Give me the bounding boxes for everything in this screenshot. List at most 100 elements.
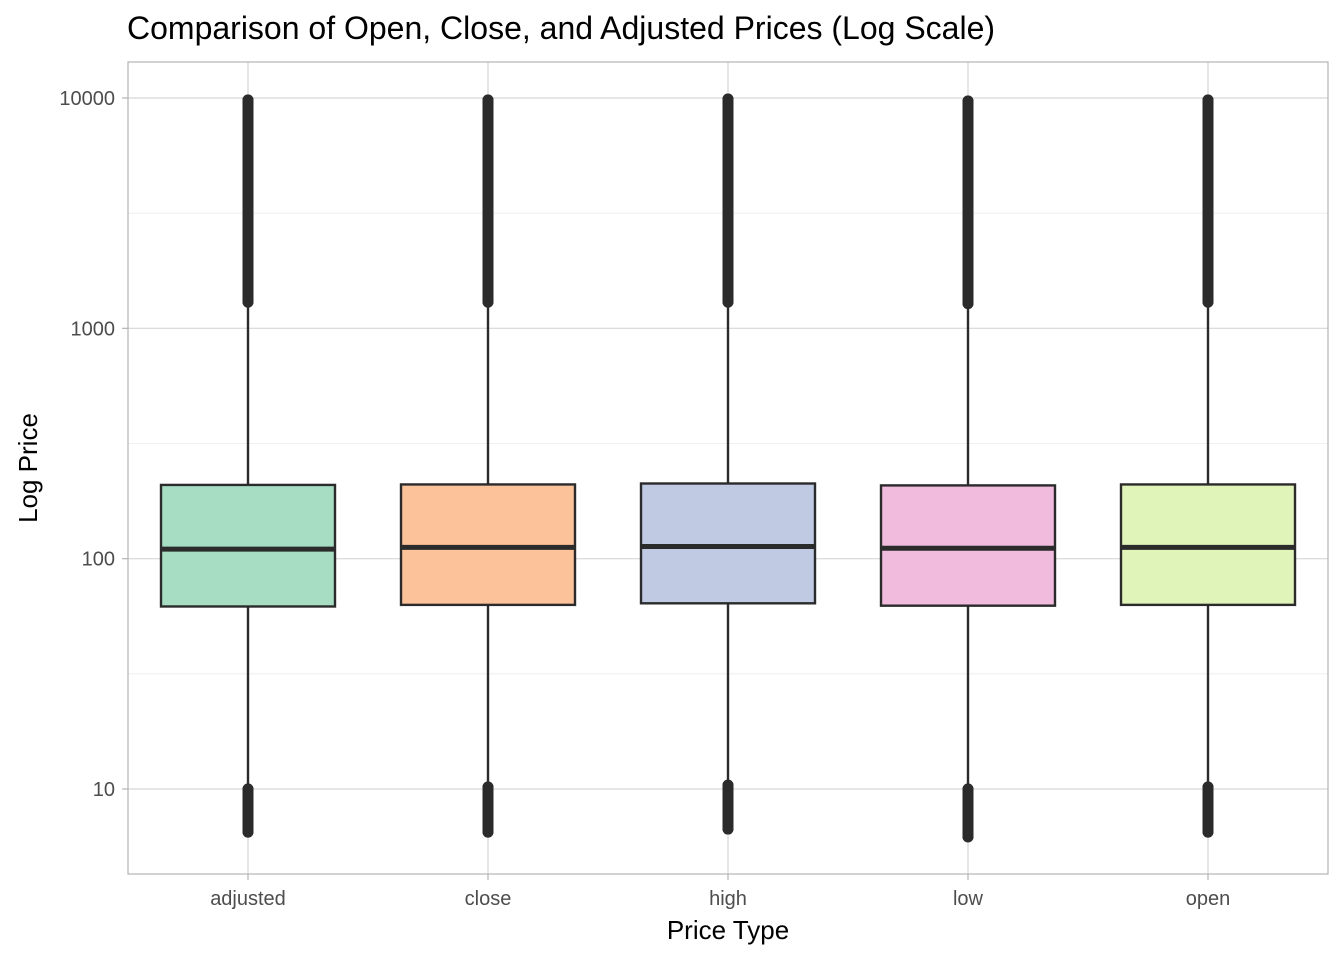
box-low	[879, 95, 1057, 843]
outlier-point-high	[722, 140, 734, 152]
outlier-point-high	[1202, 282, 1214, 294]
box-body	[159, 483, 337, 608]
outlier-point-high	[1202, 264, 1214, 276]
outlier-point-high	[482, 161, 494, 173]
outlier-point-high	[962, 140, 974, 152]
outlier-point-high	[722, 93, 734, 105]
outlier-point-high	[242, 179, 254, 191]
outlier-point-high	[722, 161, 734, 173]
x-tick-label: high	[709, 888, 747, 910]
box-close	[399, 94, 577, 838]
outlier-point-high	[722, 264, 734, 276]
outlier-point-low	[722, 779, 734, 791]
y-tick-label: 10000	[59, 88, 115, 110]
outlier-point-low	[242, 816, 254, 828]
outlier-point-high	[242, 264, 254, 276]
outlier-point-low	[962, 794, 974, 806]
outlier-point-low	[1202, 794, 1214, 806]
box-adjusted	[159, 94, 337, 838]
outlier-point-low	[482, 805, 494, 817]
outlier-point-high	[722, 197, 734, 209]
outlier-point-high	[722, 219, 734, 231]
outlier-point-high	[962, 264, 974, 276]
outlier-point-low	[722, 823, 734, 835]
outlier-point-high	[242, 161, 254, 173]
outlier-point-low	[962, 783, 974, 795]
outlier-point-low	[242, 805, 254, 817]
outlier-point-high	[482, 94, 494, 106]
box-layer	[159, 93, 1297, 843]
outlier-point-high	[722, 105, 734, 117]
outlier-point-low	[962, 819, 974, 831]
box-high	[639, 93, 817, 835]
outlier-point-high	[1202, 219, 1214, 231]
outlier-point-high	[1202, 105, 1214, 117]
outlier-point-low	[1202, 781, 1214, 793]
outlier-point-high	[482, 197, 494, 209]
outlier-point-low	[722, 803, 734, 815]
outlier-point-low	[1202, 805, 1214, 817]
outlier-point-low	[1202, 816, 1214, 828]
x-axis-title: Price Type	[667, 915, 789, 945]
outlier-point-high	[1202, 197, 1214, 209]
y-axis-title: Log Price	[13, 413, 43, 523]
outlier-point-low	[482, 826, 494, 838]
chart-title: Comparison of Open, Close, and Adjusted …	[127, 10, 995, 46]
outlier-point-high	[242, 197, 254, 209]
outlier-point-low	[722, 813, 734, 825]
outlier-point-high	[722, 296, 734, 308]
outlier-point-high	[962, 179, 974, 191]
x-tick-label: close	[465, 888, 512, 910]
outlier-point-high	[482, 179, 494, 191]
outlier-point-high	[242, 121, 254, 133]
outlier-point-high	[1202, 296, 1214, 308]
x-axis: adjusted close high low open	[210, 874, 1230, 910]
outlier-point-high	[482, 264, 494, 276]
outlier-point-high	[962, 282, 974, 294]
outlier-point-high	[1202, 179, 1214, 191]
outlier-point-high	[962, 95, 974, 107]
outlier-point-high	[242, 296, 254, 308]
x-tick-label: open	[1186, 888, 1231, 910]
y-axis: 10 100 1000 10000	[59, 88, 128, 801]
outlier-point-low	[242, 794, 254, 806]
outlier-point-high	[722, 243, 734, 255]
box-body	[879, 484, 1057, 607]
outlier-point-high	[962, 121, 974, 133]
outlier-point-high	[242, 219, 254, 231]
outlier-point-high	[962, 219, 974, 231]
outlier-point-low	[1202, 826, 1214, 838]
outlier-point-high	[482, 219, 494, 231]
outlier-point-high	[1202, 243, 1214, 255]
outlier-point-low	[482, 781, 494, 793]
outlier-point-low	[962, 831, 974, 843]
outlier-point-high	[1202, 121, 1214, 133]
outlier-point-low	[722, 791, 734, 803]
outlier-point-low	[482, 816, 494, 828]
outlier-point-high	[1202, 94, 1214, 106]
outlier-point-high	[242, 140, 254, 152]
outlier-point-high	[242, 105, 254, 117]
outlier-point-high	[722, 121, 734, 133]
outlier-point-high	[722, 282, 734, 294]
box-body	[1119, 483, 1297, 607]
outlier-point-low	[962, 805, 974, 817]
outlier-point-high	[242, 282, 254, 294]
outlier-point-high	[242, 243, 254, 255]
outlier-point-high	[962, 161, 974, 173]
x-tick-label: low	[953, 888, 984, 910]
outlier-point-high	[962, 105, 974, 117]
outlier-point-high	[482, 243, 494, 255]
outlier-point-high	[1202, 161, 1214, 173]
box-open	[1119, 94, 1297, 838]
box-body	[399, 483, 577, 607]
y-tick-label: 1000	[71, 318, 116, 340]
y-tick-label: 10	[93, 779, 115, 801]
outlier-point-high	[962, 197, 974, 209]
y-tick-label: 100	[82, 549, 115, 571]
x-tick-label: adjusted	[210, 888, 286, 910]
outlier-point-high	[482, 140, 494, 152]
outlier-point-high	[722, 179, 734, 191]
